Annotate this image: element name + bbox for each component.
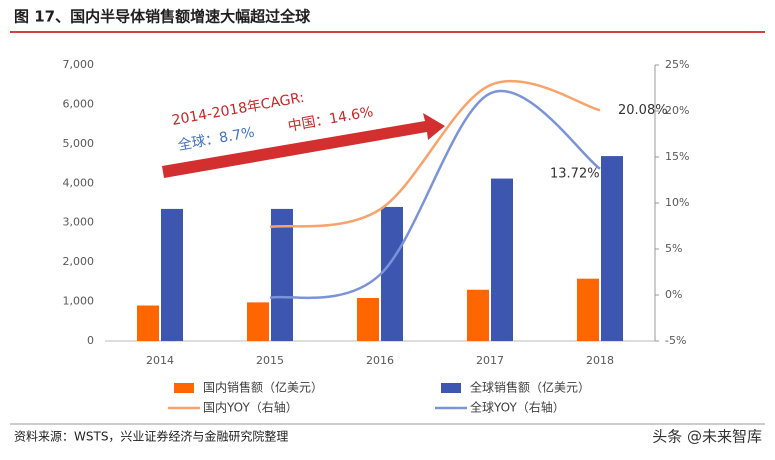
bar	[491, 178, 513, 341]
y-tick-label: 3,000	[63, 216, 95, 229]
y2-tick-label: 10%	[665, 196, 689, 209]
x-tick-label: 2017	[476, 354, 504, 367]
legend-label: 全球销售额（亿美元）	[470, 380, 590, 395]
bar	[601, 156, 623, 341]
source: 资料来源：WSTS，兴业证券经济与金融研究院整理	[14, 429, 288, 444]
y2-tick-label: 25%	[665, 58, 689, 71]
y-tick-label: 4,000	[63, 176, 95, 189]
y2-tick-label: 20%	[665, 104, 689, 117]
y2-tick-label: 5%	[665, 242, 682, 255]
title: 图 17、国内半导体销售额增速大幅超过全球	[14, 8, 311, 26]
bar	[271, 208, 293, 341]
y-tick-label: 1,000	[63, 295, 95, 308]
annotation: 中国：14.6%	[287, 104, 375, 135]
arrow	[162, 113, 445, 178]
legend-label: 国内YOY（右轴）	[203, 400, 298, 415]
legend-swatch	[174, 383, 194, 393]
legend-swatch	[441, 383, 461, 393]
value-label: 20.08%	[618, 103, 668, 118]
watermark: 头条 @未来智库	[652, 428, 762, 446]
bar	[357, 298, 379, 341]
bar	[381, 206, 403, 341]
bar	[161, 208, 183, 341]
y-tick-label: 0	[87, 334, 94, 347]
y-tick-label: 2,000	[63, 255, 95, 268]
bar	[577, 278, 599, 341]
x-tick-label: 2018	[586, 354, 614, 367]
value-label: 13.72%	[550, 166, 600, 181]
bar	[247, 302, 269, 341]
y-tick-label: 6,000	[63, 97, 95, 110]
y2-tick-label: 0%	[665, 288, 682, 301]
line	[269, 89, 601, 300]
bar	[467, 289, 489, 341]
legend-label: 全球YOY（右轴）	[470, 400, 565, 415]
bar	[137, 305, 159, 341]
x-tick-label: 2014	[146, 354, 174, 367]
annotation: 全球：8.7%	[176, 124, 255, 154]
y2-tick-label: 15%	[665, 150, 689, 163]
line	[269, 79, 601, 229]
annotation: 2014-2018年CAGR:	[171, 90, 306, 129]
x-tick-label: 2016	[366, 354, 394, 367]
y-tick-label: 7,000	[63, 58, 95, 71]
x-tick-label: 2015	[256, 354, 284, 367]
legend-label: 国内销售额（亿美元）	[203, 380, 323, 395]
y-tick-label: 5,000	[63, 137, 95, 150]
y2-tick-label: -5%	[665, 334, 686, 347]
